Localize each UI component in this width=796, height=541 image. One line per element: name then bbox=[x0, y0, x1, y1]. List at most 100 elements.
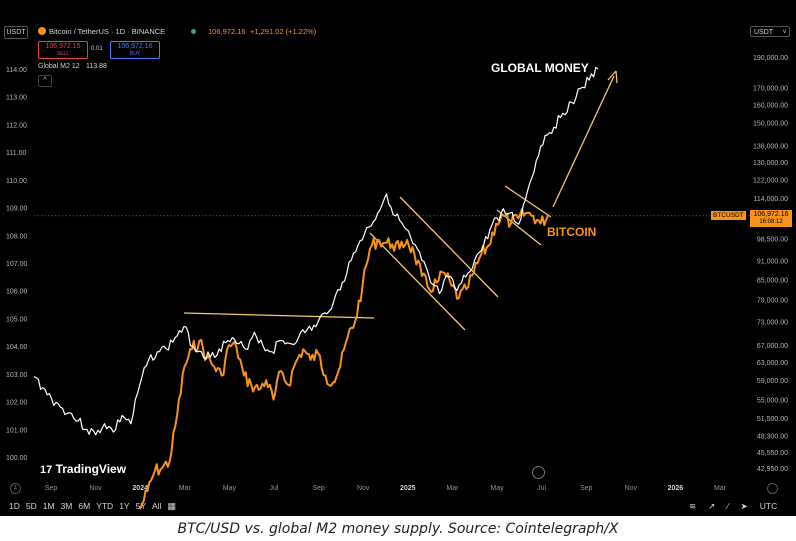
right-tick-label: 150,000.00 bbox=[753, 120, 788, 127]
range-1y[interactable]: 1Y bbox=[119, 501, 130, 511]
price-change: +1,291.02 (+1.22%) bbox=[250, 27, 317, 36]
range-6m[interactable]: 6M bbox=[78, 501, 91, 511]
range-all[interactable]: All bbox=[152, 501, 162, 511]
left-tick-label: 107.00 bbox=[6, 261, 28, 268]
time-tick-label: Jul bbox=[537, 485, 546, 492]
drawing-toolbar: ≋ ↗ ∕ ➤ UTC bbox=[686, 497, 780, 515]
left-tick-label: 108.00 bbox=[6, 233, 28, 240]
time-tick-label: 2024 bbox=[132, 485, 148, 492]
time-tick-label: Sep bbox=[580, 485, 593, 492]
left-tick-label: 104.00 bbox=[6, 344, 28, 351]
right-axis[interactable]: 190,000.00 170,000.00 160,000.00 150,000.00… bbox=[753, 55, 788, 473]
right-tick-label: 73,000.00 bbox=[757, 319, 788, 326]
range-1m[interactable]: 1M bbox=[42, 501, 55, 511]
scroll-left-icon[interactable]: z bbox=[10, 483, 21, 494]
trend-line[interactable] bbox=[369, 232, 466, 331]
chart-canvas[interactable]: 114.00 113.00 112.00 111.00 110.00 109.00 108.… bbox=[0, 0, 796, 516]
left-tick-label: 106.00 bbox=[6, 289, 28, 296]
time-tick-label: Mar bbox=[714, 485, 727, 492]
timezone-label[interactable]: UTC bbox=[759, 501, 778, 511]
tradingview-logo: 17 TradingView bbox=[40, 462, 126, 476]
time-tick-label: May bbox=[490, 485, 504, 492]
global-money-annotation: GLOBAL MONEY bbox=[491, 61, 589, 75]
right-tick-label: 79,000.00 bbox=[757, 298, 788, 305]
symbol-logo-icon bbox=[38, 27, 46, 35]
go-to-live-icon[interactable] bbox=[532, 466, 545, 479]
right-tick-label: 67,000.00 bbox=[757, 343, 788, 350]
left-tick-label: 102.00 bbox=[6, 400, 28, 407]
right-tick-label: 98,500.00 bbox=[757, 237, 788, 244]
sell-label: SELL bbox=[56, 51, 70, 57]
trend-line[interactable] bbox=[504, 185, 552, 218]
m2-series-line bbox=[33, 66, 599, 436]
sell-price: 106,972.15 bbox=[45, 43, 81, 50]
cursor-tool-icon[interactable]: ➤ bbox=[740, 500, 748, 511]
left-tick-label: 103.00 bbox=[6, 372, 28, 379]
right-tick-label: 85,000.00 bbox=[757, 277, 788, 284]
btc-series-line bbox=[139, 208, 549, 510]
tradingview-mark-icon: 17 bbox=[40, 464, 53, 476]
calendar-icon[interactable]: ▦ bbox=[167, 500, 176, 511]
range-1d[interactable]: 1D bbox=[9, 501, 20, 511]
range-3m[interactable]: 3M bbox=[60, 501, 73, 511]
left-axis: 114.00 113.00 112.00 111.00 110.00 109.00 108.… bbox=[6, 67, 28, 462]
right-tick-label: 122,000.00 bbox=[753, 177, 788, 184]
right-tick-label: 160,000.00 bbox=[753, 102, 788, 109]
left-tick-label: 112.00 bbox=[6, 122, 27, 129]
currency-button[interactable]: USDT bbox=[4, 26, 28, 39]
chevron-up-icon[interactable]: ^ bbox=[38, 75, 52, 87]
time-tick-label: 2026 bbox=[668, 485, 684, 492]
series-layer bbox=[33, 66, 599, 510]
range-ytd[interactable]: YTD bbox=[96, 501, 114, 511]
range-5d[interactable]: 5D bbox=[25, 501, 37, 511]
left-tick-label: 111.00 bbox=[6, 150, 26, 157]
spread-value: 0.01 bbox=[91, 46, 103, 52]
left-tick-label: 100.00 bbox=[6, 455, 28, 462]
price-tag-value: 106,972.16 bbox=[753, 211, 789, 218]
right-tick-label: 190,000.00 bbox=[753, 55, 788, 62]
trend-line[interactable] bbox=[399, 196, 499, 298]
left-tick-label: 109.00 bbox=[6, 206, 28, 213]
right-tick-label: 55,000.00 bbox=[757, 398, 788, 405]
left-tick-label: 105.00 bbox=[6, 316, 28, 323]
buy-label: BUY bbox=[129, 51, 141, 57]
time-tick-label: Jul bbox=[270, 485, 279, 492]
right-tick-label: 114,000.00 bbox=[753, 196, 788, 203]
time-tick-label: 2025 bbox=[400, 485, 416, 492]
left-tick-label: 113.00 bbox=[6, 95, 27, 102]
brush-tool-icon[interactable]: ↗ bbox=[708, 500, 716, 511]
chart-window: 114.00 113.00 112.00 111.00 110.00 109.00 108.… bbox=[0, 0, 796, 516]
right-tick-label: 91,000.00 bbox=[757, 258, 788, 265]
left-tick-label: 114.00 bbox=[6, 67, 27, 74]
bitcoin-annotation: BITCOIN bbox=[547, 225, 597, 239]
right-tick-label: 42,950.00 bbox=[757, 466, 788, 473]
range-5y[interactable]: 5Y bbox=[135, 501, 146, 511]
left-tick-label: 110.00 bbox=[6, 178, 27, 185]
line-tool-icon[interactable]: ∕ bbox=[727, 501, 729, 511]
symbol-title[interactable]: Bitcoin / TetherUS · 1D · BINANCE bbox=[49, 27, 166, 36]
price-tag-symbol: BTCUSDT bbox=[711, 211, 746, 220]
right-tick-label: 48,300.00 bbox=[757, 434, 788, 441]
right-tick-label: 59,000.00 bbox=[757, 378, 788, 385]
right-tick-label: 130,000.00 bbox=[753, 160, 788, 167]
time-tick-label: Mar bbox=[446, 485, 459, 492]
price-tag[interactable]: 106,972.16 16:08:12 bbox=[750, 210, 792, 227]
trend-line[interactable] bbox=[183, 312, 375, 319]
chevron-down-icon: v bbox=[783, 29, 786, 35]
currency-select-label: USDT bbox=[754, 29, 774, 36]
indicator-name[interactable]: Global M2 12 bbox=[38, 63, 80, 70]
right-tick-label: 138,000.00 bbox=[753, 143, 788, 150]
pattern-tool-icon[interactable]: ≋ bbox=[689, 500, 697, 511]
time-axis[interactable]: Sep Nov 2024 Mar May Jul Sep Nov 2025 Mar May Jul Se… bbox=[45, 485, 727, 492]
buy-button[interactable]: 106,972.16 BUY bbox=[110, 41, 160, 59]
right-tick-label: 45,550.00 bbox=[757, 450, 788, 457]
axis-settings-icon[interactable] bbox=[767, 483, 778, 494]
arrow-head bbox=[607, 70, 618, 84]
time-tick-label: May bbox=[223, 485, 237, 492]
sell-button[interactable]: 106,972.15 SELL bbox=[38, 41, 88, 59]
time-tick-label: Sep bbox=[312, 485, 325, 492]
right-tick-label: 51,500.00 bbox=[757, 416, 788, 423]
currency-select[interactable]: USDT v bbox=[750, 26, 790, 37]
market-open-dot bbox=[191, 29, 196, 34]
time-tick-label: Mar bbox=[179, 485, 192, 492]
